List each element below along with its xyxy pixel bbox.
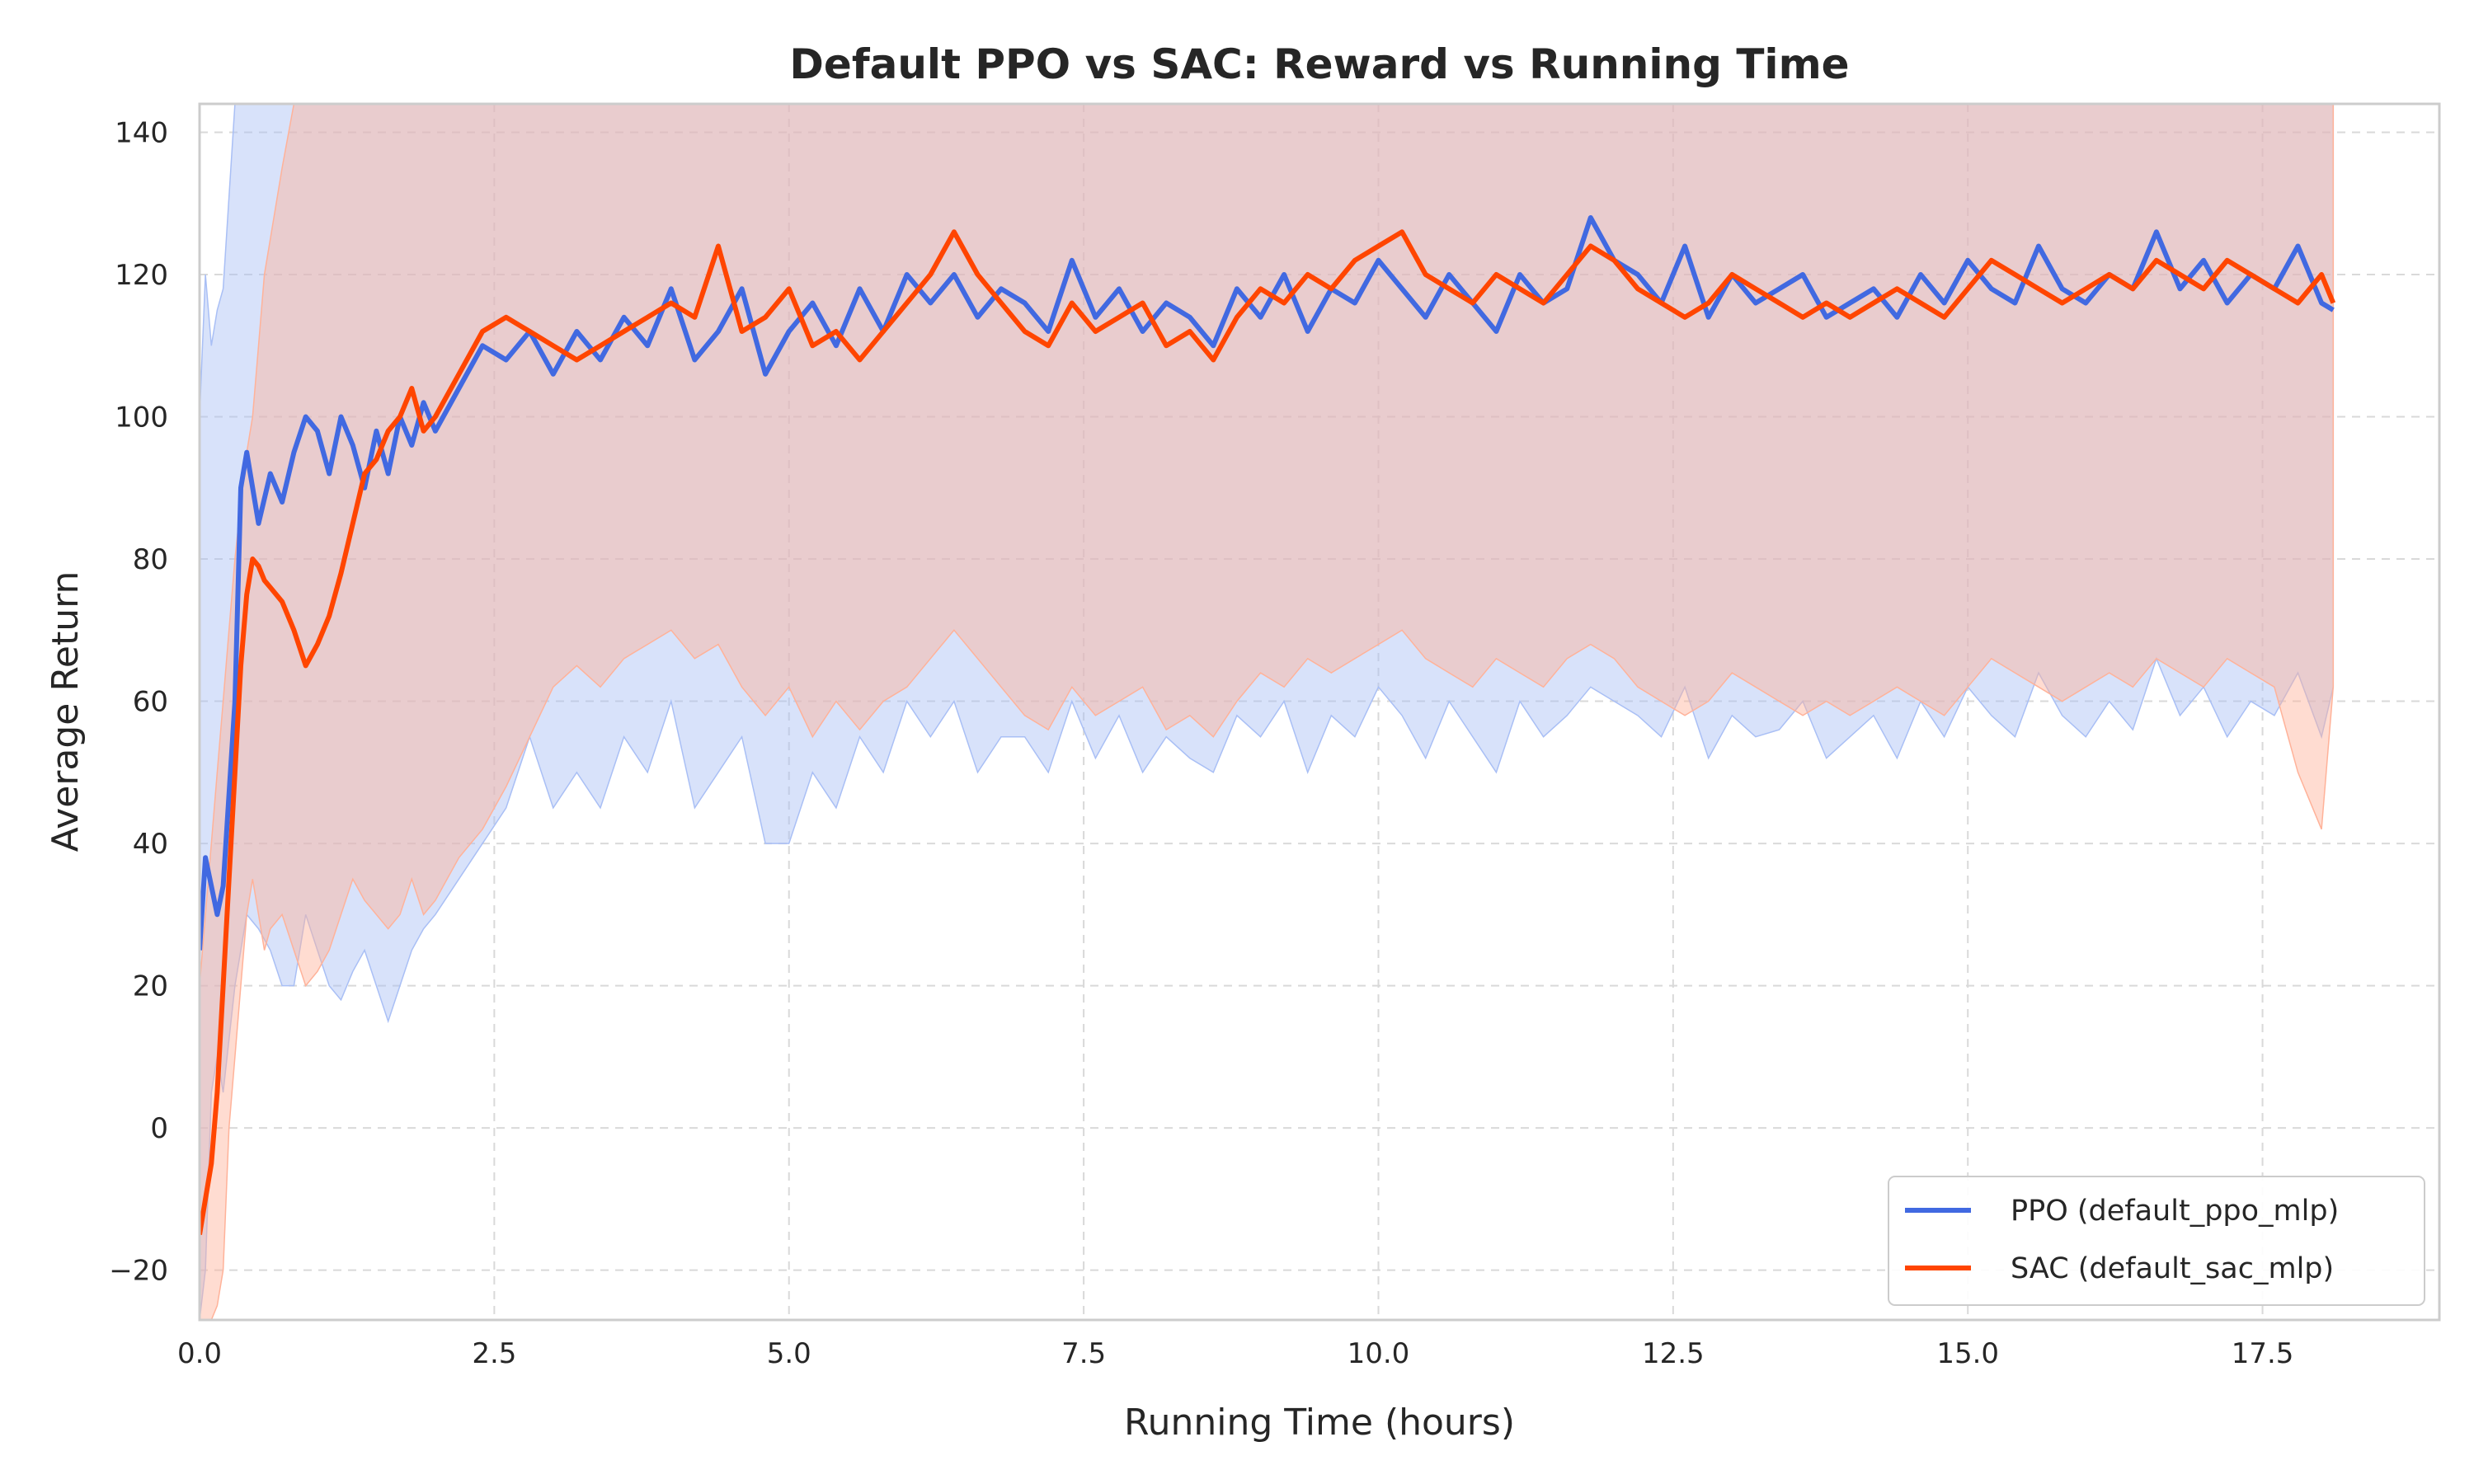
y-axis-ticks: −20 0 20 40 60 80 100 120 140 xyxy=(109,117,168,1288)
x-tick-label: 15.0 xyxy=(1936,1337,1999,1370)
y-tick-label: −20 xyxy=(109,1255,168,1288)
y-tick-label: 80 xyxy=(133,543,168,576)
legend-label-sac: SAC (default_sac_mlp) xyxy=(2011,1252,2334,1285)
line-sac xyxy=(200,229,2336,1235)
plot-area xyxy=(200,104,2336,1320)
x-tick-label: 0.0 xyxy=(177,1337,222,1370)
x-tick-label: 10.0 xyxy=(1348,1337,1410,1370)
y-tick-label: 20 xyxy=(133,970,168,1003)
y-tick-label: 60 xyxy=(133,686,168,719)
chart-title: Default PPO vs SAC: Reward vs Running Ti… xyxy=(789,40,1849,88)
legend-box xyxy=(1888,1176,2425,1306)
y-tick-label: 120 xyxy=(115,259,168,292)
x-tick-label: 12.5 xyxy=(1642,1337,1705,1370)
y-tick-label: 140 xyxy=(115,117,168,150)
x-axis-label: Running Time (hours) xyxy=(1124,1402,1515,1444)
band-sac xyxy=(200,104,2335,1320)
y-tick-label: 100 xyxy=(115,402,168,434)
y-axis-label: Average Return xyxy=(45,571,87,852)
x-tick-label: 2.5 xyxy=(472,1337,516,1370)
legend-label-ppo: PPO (default_ppo_mlp) xyxy=(2011,1195,2339,1228)
x-tick-label: 17.5 xyxy=(2232,1337,2294,1370)
x-tick-label: 5.0 xyxy=(767,1337,811,1370)
x-axis-ticks: 0.0 2.5 5.0 7.5 10.0 12.5 15.0 17.5 xyxy=(177,1337,2293,1370)
x-tick-label: 7.5 xyxy=(1061,1337,1106,1370)
y-tick-label: 40 xyxy=(133,828,168,861)
y-tick-label: 0 xyxy=(150,1112,168,1145)
legend: PPO (default_ppo_mlp) SAC (default_sac_m… xyxy=(1888,1176,2425,1306)
plot-frame xyxy=(198,102,2441,1322)
